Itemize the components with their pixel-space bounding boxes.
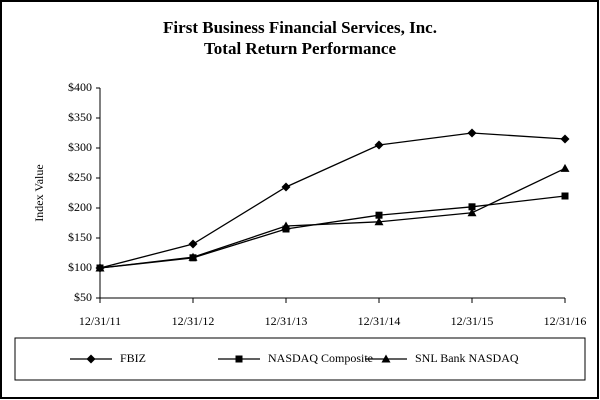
chart-title: First Business Financial Services, Inc. bbox=[163, 18, 437, 37]
data-point bbox=[188, 252, 198, 261]
x-tick-label: 12/31/15 bbox=[451, 314, 494, 328]
data-point bbox=[467, 208, 477, 217]
data-point bbox=[281, 182, 291, 192]
y-tick-label: $250 bbox=[68, 170, 92, 184]
x-tick-label: 12/31/11 bbox=[79, 314, 121, 328]
y-tick-label: $300 bbox=[68, 140, 92, 154]
y-tick-label: $200 bbox=[68, 200, 92, 214]
legend-marker bbox=[235, 355, 243, 363]
data-point bbox=[374, 217, 384, 226]
y-tick-label: $400 bbox=[68, 80, 92, 94]
legend-marker bbox=[86, 354, 96, 364]
data-point bbox=[188, 239, 198, 249]
legend-label: NASDAQ Composite bbox=[268, 351, 373, 365]
y-tick-label: $100 bbox=[68, 260, 92, 274]
x-tick-label: 12/31/12 bbox=[172, 314, 215, 328]
series-line bbox=[99, 167, 566, 269]
data-point bbox=[374, 140, 384, 150]
data-point bbox=[375, 211, 383, 219]
x-tick-label: 12/31/16 bbox=[544, 314, 587, 328]
y-axis-label: Index Value bbox=[32, 164, 46, 221]
legend-marker bbox=[381, 354, 391, 363]
data-point bbox=[560, 163, 570, 172]
data-point bbox=[468, 203, 476, 211]
legend-label: FBIZ bbox=[120, 351, 146, 365]
x-tick-label: 12/31/14 bbox=[358, 314, 401, 328]
data-point bbox=[281, 221, 291, 230]
data-point bbox=[560, 134, 570, 144]
chart-subtitle: Total Return Performance bbox=[204, 39, 396, 58]
legend-label: SNL Bank NASDAQ bbox=[415, 351, 519, 365]
legend-box bbox=[14, 337, 586, 381]
data-point bbox=[561, 192, 569, 200]
series-line bbox=[99, 132, 566, 269]
y-tick-label: $150 bbox=[68, 230, 92, 244]
x-tick-label: 12/31/13 bbox=[265, 314, 308, 328]
data-point bbox=[95, 263, 105, 272]
data-point bbox=[467, 128, 477, 138]
y-tick-label: $50 bbox=[74, 290, 92, 304]
y-tick-label: $350 bbox=[68, 110, 92, 124]
